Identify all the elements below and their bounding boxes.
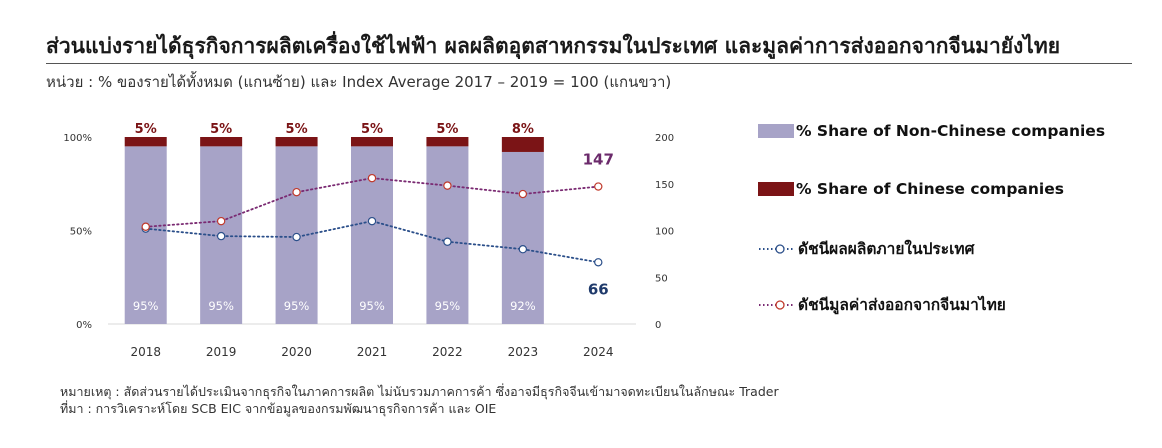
bar-chinese xyxy=(200,137,243,147)
title-divider xyxy=(46,63,1132,64)
legend-line-export-icon xyxy=(759,299,795,310)
point-export-index xyxy=(443,181,452,190)
point-export-index xyxy=(594,182,603,191)
point-domestic-index xyxy=(367,216,377,226)
note-remark: หมายเหตุ : สัดส่วนรายได้ประเมินจากธุรกิจ… xyxy=(60,384,779,399)
legend-label-export-index: ดัชนีมูลค่าส่งออกจากจีนมาไทย xyxy=(798,296,1006,314)
legend-item-non-chinese: % Share of Non-Chinese companies xyxy=(758,122,1105,140)
bar-chinese xyxy=(275,137,318,147)
bar-label-chinese: 5% xyxy=(210,122,232,137)
x-axis-tick-label: 2021 xyxy=(357,345,388,359)
legend-line-domestic-icon xyxy=(759,243,795,254)
legend-label-chinese: % Share of Chinese companies xyxy=(796,180,1064,198)
point-domestic-index xyxy=(292,232,301,242)
point-domestic-index xyxy=(443,237,452,246)
x-axis-tick-label: 2024 xyxy=(583,345,614,359)
bar-label-chinese: 8% xyxy=(512,122,534,137)
legend-label-non-chinese: % Share of Non-Chinese companies xyxy=(796,122,1106,140)
bar-chinese xyxy=(426,137,469,147)
bar-non-chinese xyxy=(124,146,167,324)
bar-non-chinese xyxy=(351,146,393,324)
x-axis-tick-label: 2023 xyxy=(508,345,539,359)
right-axis-tick-label: 0 xyxy=(655,320,661,331)
x-axis-tick-label: 2020 xyxy=(281,345,312,359)
end-label-export-index: 147 xyxy=(583,151,614,169)
legend-item-domestic-index: ดัชนีผลผลิตภายในประเทศ xyxy=(758,236,974,261)
chart-title: ส่วนแบ่งรายได้ธุรกิจการผลิตเครื่องใช้ไฟฟ… xyxy=(46,34,1061,58)
bar-label-chinese: 5% xyxy=(436,122,458,137)
left-axis-tick-label: 0% xyxy=(76,320,92,331)
point-domestic-index xyxy=(594,258,603,267)
bar-non-chinese xyxy=(501,151,544,324)
bar-chinese xyxy=(124,137,167,147)
right-axis-tick-label: 100 xyxy=(655,227,674,238)
x-axis-tick-label: 2019 xyxy=(206,345,237,359)
bar-label-chinese: 5% xyxy=(361,122,383,137)
legend-label-domestic-index: ดัชนีผลผลิตภายในประเทศ xyxy=(798,240,975,258)
end-label-domestic-index: 66 xyxy=(588,280,609,298)
point-export-index xyxy=(216,216,226,226)
chart-subtitle: หน่วย : % ของรายได้ทั้งหมด (แกนซ้าย) และ… xyxy=(46,73,672,91)
bar-label-chinese: 5% xyxy=(135,122,157,137)
left-axis-tick-label: 50% xyxy=(70,227,92,238)
x-axis-tick-label: 2018 xyxy=(130,345,161,359)
bar-label-non-chinese: 92% xyxy=(510,299,536,313)
left-axis-tick-label: 100% xyxy=(63,133,92,144)
bar-label-non-chinese: 95% xyxy=(435,299,461,313)
bar-label-non-chinese: 95% xyxy=(133,299,159,313)
bar-chinese xyxy=(351,137,393,147)
point-domestic-index xyxy=(216,231,226,241)
right-axis-tick-label: 200 xyxy=(655,133,674,144)
bar-chinese xyxy=(501,137,544,152)
x-axis-tick-label: 2022 xyxy=(432,345,463,359)
right-axis-tick-label: 50 xyxy=(655,273,668,284)
bar-label-non-chinese: 95% xyxy=(284,299,310,313)
point-export-index xyxy=(367,173,377,183)
legend-swatch-non-chinese xyxy=(758,124,794,138)
point-export-index xyxy=(518,189,528,199)
point-domestic-index xyxy=(518,244,528,254)
legend-item-export-index: ดัชนีมูลค่าส่งออกจากจีนมาไทย xyxy=(758,292,1006,317)
bar-non-chinese xyxy=(426,146,469,324)
bar-label-non-chinese: 95% xyxy=(208,299,234,313)
note-source: ที่มา : การวิเคราะห์โดย SCB EIC จากข้อมู… xyxy=(60,401,497,416)
point-export-index xyxy=(141,222,150,231)
right-axis-tick-label: 150 xyxy=(655,180,674,191)
legend-item-chinese: % Share of Chinese companies xyxy=(758,180,1064,198)
bar-label-non-chinese: 95% xyxy=(359,299,385,313)
bar-label-chinese: 5% xyxy=(286,122,308,137)
legend-swatch-chinese xyxy=(758,182,794,196)
point-export-index xyxy=(292,187,301,197)
